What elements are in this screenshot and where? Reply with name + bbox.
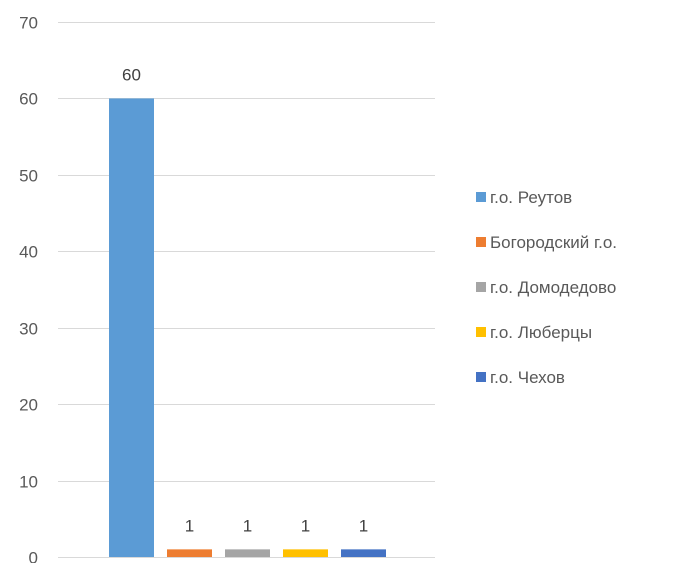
bar <box>167 549 212 557</box>
legend-swatch <box>476 282 486 292</box>
data-labels: 60 1 1 1 1 <box>122 65 368 535</box>
bars <box>109 98 386 557</box>
legend-label: г.о. Люберцы <box>490 323 592 342</box>
y-tick-label: 10 <box>19 473 38 492</box>
legend-swatch <box>476 327 486 337</box>
data-label: 1 <box>301 516 310 535</box>
data-label: 1 <box>185 516 194 535</box>
y-tick-label: 70 <box>19 14 38 33</box>
legend-label: Богородский г.о. <box>490 233 617 252</box>
y-tick-label: 30 <box>19 320 38 339</box>
data-label: 1 <box>243 516 252 535</box>
legend-label: г.о. Чехов <box>490 368 565 387</box>
legend-label: г.о. Реутов <box>490 188 572 207</box>
legend: г.о. Реутов Богородский г.о. г.о. Домодедо… <box>476 188 617 387</box>
y-tick-label: 40 <box>19 243 38 262</box>
bar <box>109 98 154 557</box>
y-tick-label: 60 <box>19 90 38 109</box>
legend-swatch <box>476 237 486 247</box>
y-tick-label: 0 <box>29 549 38 563</box>
y-axis-ticks: 0 10 20 30 40 50 60 70 <box>19 14 38 563</box>
data-label: 60 <box>122 65 141 84</box>
bar <box>341 549 386 557</box>
legend-label: г.о. Домодедово <box>490 278 616 297</box>
data-label: 1 <box>359 516 368 535</box>
y-tick-label: 20 <box>19 396 38 415</box>
bar <box>225 549 270 557</box>
bar <box>283 549 328 557</box>
legend-swatch <box>476 192 486 202</box>
y-tick-label: 50 <box>19 167 38 186</box>
legend-swatch <box>476 372 486 382</box>
